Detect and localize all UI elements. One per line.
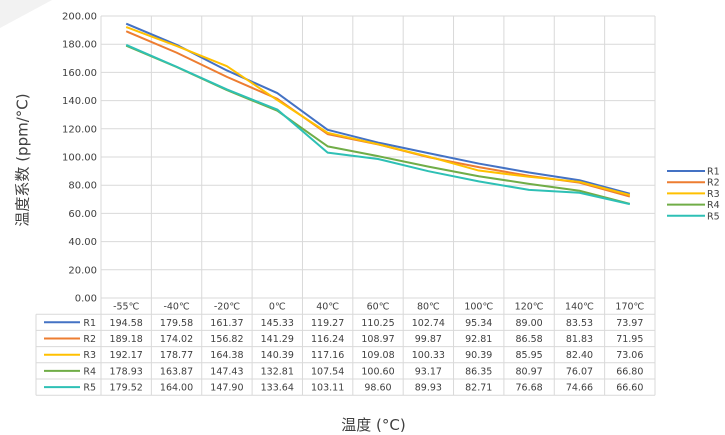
table-cell: 74.66 <box>566 383 593 394</box>
table-cell: 99.87 <box>415 334 442 345</box>
x-tick-label: -55℃ <box>113 302 140 313</box>
table-cell: 156.82 <box>210 334 243 345</box>
y-tick-label: 180.00 <box>62 40 97 51</box>
legend-label: R5 <box>707 211 720 222</box>
table-cell: 102.74 <box>412 318 445 329</box>
table-cell: 194.58 <box>110 318 143 329</box>
table-cell: 86.58 <box>515 334 542 345</box>
table-cell: 86.35 <box>465 366 492 377</box>
table-cell: 164.38 <box>210 350 243 361</box>
table-series-name: R5 <box>83 383 96 394</box>
table-cell: 119.27 <box>311 318 344 329</box>
y-tick-label: 120.00 <box>62 124 97 135</box>
table-cell: 132.81 <box>261 366 294 377</box>
table-cell: 179.58 <box>160 318 193 329</box>
table-cell: 100.33 <box>412 350 445 361</box>
table-cell: 73.97 <box>616 318 643 329</box>
x-tick-label: -40℃ <box>163 302 190 313</box>
table-cell: 178.93 <box>110 366 143 377</box>
x-tick-label: 80℃ <box>417 302 440 313</box>
table-cell: 66.60 <box>616 383 643 394</box>
table-cell: 71.95 <box>616 334 643 345</box>
table-cell: 100.60 <box>361 366 394 377</box>
table-cell: 179.52 <box>110 383 143 394</box>
table-cell: 147.90 <box>210 383 243 394</box>
table-cell: 145.33 <box>261 318 294 329</box>
table-cell: 90.39 <box>465 350 492 361</box>
x-axis-title: 温度 (°C) <box>341 416 406 434</box>
y-tick-label: 40.00 <box>68 237 97 248</box>
table-cell: 80.97 <box>515 366 542 377</box>
y-axis-title: 温度系数 (ppm/°C) <box>13 93 32 227</box>
table-cell: 85.95 <box>515 350 542 361</box>
table-cell: 81.83 <box>566 334 593 345</box>
table-cell: 95.34 <box>465 318 492 329</box>
y-tick-label: 60.00 <box>68 209 97 220</box>
table-cell: 174.02 <box>160 334 193 345</box>
x-tick-label: 0℃ <box>269 302 286 313</box>
legend-label: R4 <box>707 200 720 211</box>
table-cell: 164.00 <box>160 383 193 394</box>
x-tick-label: -20℃ <box>214 302 241 313</box>
x-tick-label: 60℃ <box>367 302 390 313</box>
x-tick-label: 170℃ <box>615 302 644 313</box>
table-cell: 178.77 <box>160 350 193 361</box>
table-series-name: R2 <box>83 334 96 345</box>
table-cell: 117.16 <box>311 350 344 361</box>
x-tick-label: 120℃ <box>515 302 544 313</box>
y-tick-label: 100.00 <box>62 153 97 164</box>
table-cell: 110.25 <box>361 318 394 329</box>
series-line-r1 <box>125 22 631 195</box>
table-series-name: R3 <box>83 350 96 361</box>
y-tick-label: 160.00 <box>62 68 97 79</box>
table-cell: 98.60 <box>364 383 391 394</box>
table-cell: 109.08 <box>361 350 394 361</box>
series-line-r3 <box>125 26 631 196</box>
table-cell: 83.53 <box>566 318 593 329</box>
table-cell: 192.17 <box>110 350 143 361</box>
series-line-r5 <box>125 43 631 206</box>
table-cell: 147.43 <box>210 366 243 377</box>
table-cell: 108.97 <box>361 334 394 345</box>
legend-label: R2 <box>707 178 720 189</box>
table-cell: 89.00 <box>515 318 542 329</box>
table-cell: 140.39 <box>261 350 294 361</box>
table-cell: 161.37 <box>210 318 243 329</box>
table-cell: 163.87 <box>160 366 193 377</box>
table-cell: 76.68 <box>515 383 542 394</box>
table-cell: 107.54 <box>311 366 344 377</box>
table-cell: 92.81 <box>465 334 492 345</box>
table-cell: 93.17 <box>415 366 442 377</box>
table-cell: 133.64 <box>261 383 294 394</box>
table-cell: 116.24 <box>311 334 344 345</box>
table-cell: 141.29 <box>261 334 294 345</box>
table-cell: 76.07 <box>566 366 593 377</box>
table-cell: 82.40 <box>566 350 593 361</box>
table-series-name: R4 <box>83 366 96 377</box>
table-cell: 73.06 <box>616 350 643 361</box>
table-cell: 189.18 <box>110 334 143 345</box>
table-series-name: R1 <box>83 318 96 329</box>
y-tick-label: 0.00 <box>75 294 97 305</box>
x-tick-label: 40℃ <box>316 302 339 313</box>
y-tick-label: 200.00 <box>62 12 97 23</box>
legend-label: R3 <box>707 189 720 200</box>
y-tick-label: 140.00 <box>62 96 97 107</box>
table-cell: 66.80 <box>616 366 643 377</box>
y-tick-label: 80.00 <box>68 181 97 192</box>
table-cell: 89.93 <box>415 383 442 394</box>
y-tick-label: 20.00 <box>68 265 97 276</box>
table-cell: 103.11 <box>311 383 344 394</box>
x-tick-label: 100℃ <box>464 302 493 313</box>
legend-label: R1 <box>707 167 720 178</box>
x-tick-label: 140℃ <box>565 302 594 313</box>
table-cell: 82.71 <box>465 383 492 394</box>
